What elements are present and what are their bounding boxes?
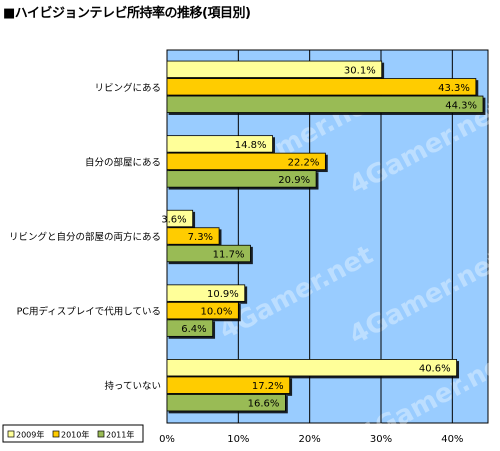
x-tick-label: 0%: [159, 434, 175, 445]
data-label: 44.3%: [445, 100, 477, 111]
legend-swatch: [97, 430, 105, 438]
bar: [166, 170, 317, 188]
category-label: PC用ディスプレイで代用している: [17, 306, 161, 318]
category-label: 自分の部屋にある: [85, 156, 161, 168]
x-tick-label: 30%: [370, 434, 392, 445]
data-label: 6.4%: [181, 324, 206, 335]
data-label: 17.2%: [252, 381, 284, 392]
x-tick-label: 40%: [441, 434, 463, 445]
data-label: 10.0%: [201, 307, 233, 318]
data-label: 16.6%: [248, 399, 280, 410]
data-label: 20.9%: [278, 175, 310, 186]
legend-box: [2, 424, 144, 443]
data-label: 10.9%: [207, 289, 239, 300]
data-label: 14.8%: [235, 140, 267, 151]
bar: [166, 95, 484, 113]
bar: [166, 284, 246, 302]
chart-title: ■ハイビジョンテレビ所持率の推移(項目別): [3, 6, 251, 21]
bar: [166, 376, 291, 394]
category-label: 持っていない: [104, 380, 161, 392]
bar: [166, 301, 239, 320]
bar: [166, 359, 458, 377]
data-label: 22.2%: [288, 157, 320, 168]
legend-entry: 2011年: [106, 430, 134, 440]
bars-layer: 30.1% 43.3% 44.3% 14.8% 22.2% 20.9% 3.6%7.3%11…: [161, 60, 484, 412]
bar: [166, 152, 326, 171]
bar: [166, 135, 273, 153]
category-label: リビングと自分の部屋の両方にある: [9, 231, 161, 243]
category-label: リビングにある: [94, 82, 161, 94]
legend-swatch: [52, 430, 60, 438]
bar: [166, 319, 214, 337]
data-label: 40.6%: [419, 364, 451, 375]
data-label: 11.7%: [213, 250, 245, 261]
data-label: 7.3%: [188, 232, 213, 243]
bar: [166, 209, 194, 228]
legend-entry: 2010年: [61, 430, 89, 440]
x-tick-label: 10%: [227, 434, 249, 445]
x-tick-label: 20%: [299, 434, 321, 445]
bar: [166, 227, 220, 245]
legend: 2009年 2010年 2011年: [2, 424, 144, 443]
bar: [166, 78, 477, 96]
bar: [166, 244, 251, 263]
legend-swatch: [7, 430, 15, 438]
data-label: 30.1%: [344, 65, 376, 76]
data-label: 3.6%: [161, 215, 186, 226]
data-label: 43.3%: [438, 83, 470, 94]
legend-entry: 2009年: [16, 430, 44, 440]
x-axis-ticks: 0% 10% 20% 30% 40%: [159, 434, 463, 445]
bar: [166, 394, 286, 412]
bar: [166, 60, 383, 78]
